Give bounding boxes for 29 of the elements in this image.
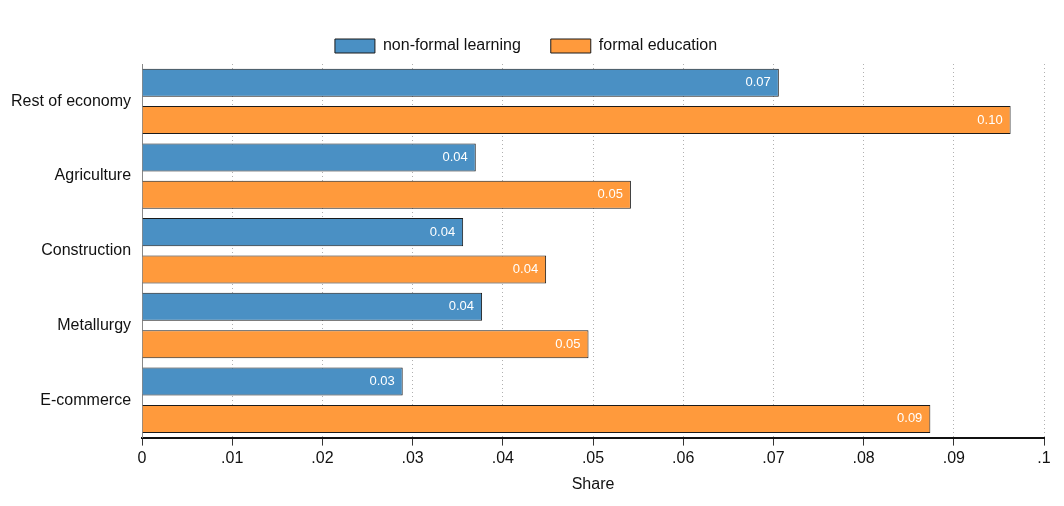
- x-tick-label: .02: [311, 448, 334, 466]
- x-tick-label: .03: [401, 448, 424, 466]
- y-tick-label: Metallurgy: [57, 315, 132, 333]
- y-tick-label: Rest of economy: [10, 91, 132, 109]
- y-tick-label: Agriculture: [54, 166, 132, 184]
- x-tick-label: .1: [1037, 448, 1051, 466]
- data-label: 0.05: [597, 186, 623, 202]
- data-label: 0.05: [555, 335, 581, 351]
- x-axis-title: Share: [571, 474, 615, 492]
- x-tick-label: .07: [762, 448, 785, 466]
- x-tick-label: .01: [221, 448, 244, 466]
- x-tick-label: .05: [581, 448, 605, 466]
- y-tick-label: E-commerce: [40, 390, 132, 408]
- data-label: 0.04: [512, 261, 539, 277]
- x-tick-label: .08: [852, 448, 875, 466]
- data-label: 0.03: [369, 373, 395, 389]
- data-label: 0.09: [897, 410, 923, 426]
- x-tick-label: .09: [942, 448, 966, 466]
- data-label: 0.04: [429, 223, 456, 239]
- data-label: 0.07: [745, 74, 771, 90]
- data-label: 0.10: [977, 111, 1003, 127]
- legend-label: non-formal learning: [382, 36, 521, 54]
- legend-label: formal education: [598, 36, 718, 54]
- data-label: 0.04: [448, 298, 475, 314]
- x-tick-label: .06: [672, 448, 695, 466]
- x-tick-label: 0: [137, 448, 147, 466]
- x-tick-label: .04: [491, 448, 515, 466]
- y-tick-label: Construction: [41, 241, 132, 259]
- data-label: 0.04: [442, 148, 468, 164]
